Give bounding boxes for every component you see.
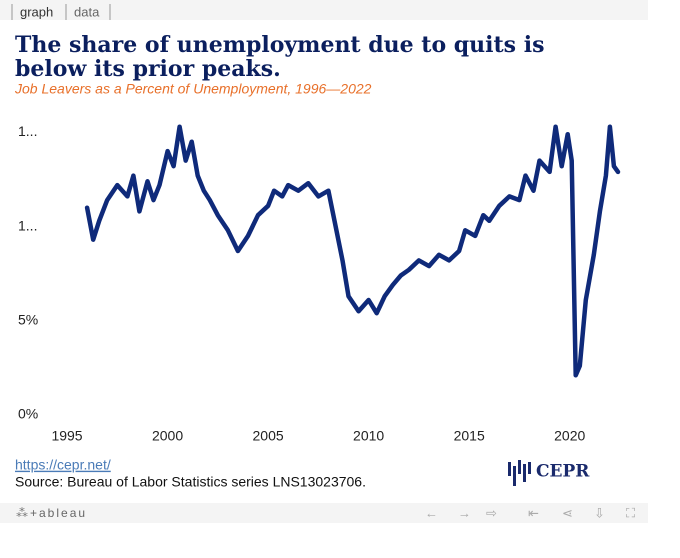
x-tick-label: 2010	[353, 428, 384, 444]
svg-text:⇩: ⇩	[594, 505, 605, 520]
toolbar-buttons: ← → ⇨ ⇤ ⋖ ⇩ ⛶	[425, 505, 636, 520]
svg-text:⇤: ⇤	[528, 505, 539, 520]
logo-icon	[508, 460, 531, 486]
svg-text:→: →	[458, 505, 471, 520]
logo: CEPR	[536, 462, 590, 482]
svg-text:⇨: ⇨	[486, 505, 497, 520]
svg-text:←: ←	[425, 505, 438, 520]
x-tick-label: 1995	[51, 428, 82, 444]
y-tick-label: 1...	[18, 217, 37, 233]
svg-text:⋖: ⋖	[562, 505, 573, 520]
svg-text:⛶: ⛶	[625, 505, 636, 520]
chart-subtitle: Job Leavers as a Percent of Unemployment…	[14, 81, 372, 97]
x-tick-label: 2020	[554, 428, 585, 444]
tab-bar	[0, 0, 648, 20]
x-tick-label: 2005	[253, 428, 284, 444]
source: Source: Bureau of Labor Statistics serie…	[15, 474, 366, 490]
chart-title: The share of unemployment due to quits i…	[15, 32, 552, 82]
tab[interactable]: graph	[20, 4, 53, 19]
toolbar-icon: ⁂	[16, 506, 28, 520]
toolbar-brand: +ableau	[30, 506, 87, 520]
y-tick-label: 5%	[18, 312, 38, 328]
link[interactable]: https://cepr.net/	[15, 457, 111, 473]
line	[84, 124, 621, 378]
x-tick-label: 2000	[152, 428, 183, 444]
y-tick-label: 1...	[18, 123, 37, 139]
y-tick-label: 0%	[18, 406, 38, 422]
tab[interactable]: data	[74, 4, 100, 19]
toolbar	[0, 503, 648, 523]
x-tick-label: 2015	[454, 428, 485, 444]
